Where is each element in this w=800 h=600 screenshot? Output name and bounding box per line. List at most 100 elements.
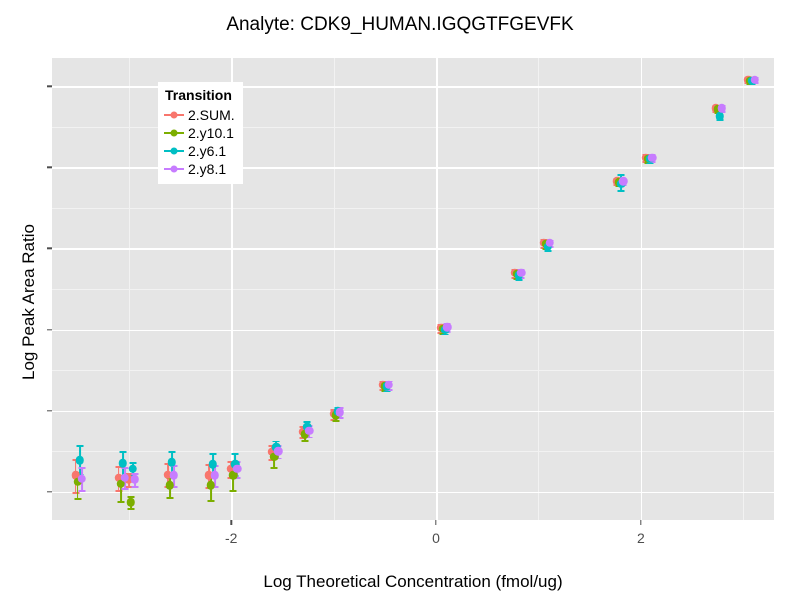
legend-item-2-y6-1: 2.y6.1: [164, 142, 235, 160]
legend-item-label: 2.SUM.: [188, 107, 235, 123]
legend: Transition 2.SUM. 2.y10.1 2.y6.1 2.y8.1: [158, 82, 243, 184]
data-point: [116, 479, 125, 488]
error-bar-cap: [515, 279, 523, 282]
error-bar-cap: [166, 497, 174, 500]
error-bar-cap: [229, 490, 237, 492]
error-bar-cap: [383, 390, 391, 393]
error-bar-cap: [301, 439, 309, 442]
data-point: [231, 459, 240, 469]
data-point: [208, 459, 218, 469]
error-bar-cap: [617, 190, 625, 192]
y-axis-tick-mark: [47, 85, 52, 88]
data-point: [206, 480, 215, 490]
data-point: [335, 407, 345, 417]
legend-item-2-sum-: 2.SUM.: [164, 106, 235, 124]
error-bar-cap: [231, 452, 239, 455]
data-point: [71, 471, 80, 480]
gridline-major-vertical: [640, 58, 643, 520]
error-bar-cap: [617, 173, 625, 176]
data-point: [229, 471, 238, 480]
y-axis-tick-mark: [47, 409, 52, 412]
gridline-minor-horizontal: [52, 370, 774, 372]
gridline-major-vertical: [231, 58, 233, 520]
data-point: [114, 473, 123, 483]
data-point: [120, 473, 129, 483]
gridline-minor-horizontal: [52, 126, 774, 128]
data-point: [130, 475, 140, 484]
error-bar-cap: [272, 440, 280, 443]
error-bar-cap: [115, 490, 123, 492]
error-bar-cap: [270, 467, 278, 470]
data-point: [165, 480, 175, 490]
error-bar-cap: [131, 472, 139, 475]
data-point: [169, 471, 179, 480]
data-point: [443, 322, 452, 332]
legend-item-label: 2.y8.1: [188, 161, 227, 177]
data-point: [715, 112, 724, 121]
error-bar-cap: [129, 462, 137, 465]
gridline-minor-horizontal: [52, 207, 774, 209]
error-bar-cap: [207, 499, 215, 502]
gridline-major-horizontal: [52, 86, 774, 88]
data-point: [128, 464, 138, 474]
error-bar-cap: [441, 333, 449, 336]
error-bar-cap: [305, 436, 313, 439]
chart-title: Analyte: CDK9_HUMAN.IGQGTFGEVFK: [226, 14, 574, 35]
error-bar-cap: [78, 467, 86, 470]
data-point: [267, 447, 277, 457]
x-axis-tick-label: 2: [636, 530, 645, 546]
gridline-minor-vertical: [333, 58, 335, 520]
gridline-major-vertical: [436, 58, 438, 520]
error-bar-cap: [121, 467, 129, 470]
error-bar-cap: [121, 488, 129, 491]
legend-key-icon: [164, 160, 184, 178]
error-bar-cap: [168, 451, 176, 453]
error-bar-cap: [332, 420, 340, 423]
data-point: [126, 497, 136, 507]
y-axis-tick-mark: [47, 166, 52, 169]
error-bar-cap: [72, 491, 80, 494]
data-point: [516, 268, 526, 278]
error-bar-cap: [76, 444, 84, 447]
x-axis-tick-mark: [435, 520, 437, 525]
gridline-major-horizontal: [52, 167, 774, 169]
y-axis-tick-mark: [47, 328, 52, 331]
error-bar-cap: [117, 501, 125, 504]
legend-items: 2.SUM. 2.y10.1 2.y6.1 2.y8.1: [164, 106, 235, 178]
legend-key-icon: [164, 106, 184, 124]
legend-item-2-y10-1: 2.y10.1: [164, 124, 235, 142]
gridline-major-horizontal: [52, 491, 774, 494]
data-point: [167, 458, 177, 467]
y-axis-tick-mark: [47, 247, 52, 250]
y-axis-title: Log Peak Area Ratio: [19, 224, 38, 380]
data-point: [75, 455, 84, 465]
gridline-major-horizontal: [52, 248, 774, 251]
error-bar-cap: [127, 496, 135, 499]
legend-item-2-y8-1: 2.y8.1: [164, 160, 235, 178]
x-axis-tick-label: 0: [432, 530, 440, 546]
x-axis-title: Log Theoretical Concentration (fmol/ug): [263, 572, 563, 591]
data-point: [77, 474, 86, 483]
data-point: [545, 238, 554, 248]
data-point: [233, 464, 242, 474]
error-bar-cap: [209, 452, 217, 455]
legend-key-icon: [164, 124, 184, 142]
error-bar-cap: [127, 507, 135, 510]
data-point: [226, 464, 236, 474]
legend-key-icon: [164, 142, 184, 160]
error-bar: [119, 475, 122, 502]
data-point: [717, 104, 727, 113]
legend-item-label: 2.y6.1: [188, 143, 227, 159]
data-point: [118, 459, 127, 468]
y-axis-tick-mark: [47, 490, 52, 493]
x-axis-tick-mark: [230, 520, 232, 525]
error-bar-cap: [303, 421, 311, 423]
gridline-minor-vertical: [538, 58, 540, 520]
data-point: [384, 380, 394, 389]
data-point: [274, 446, 283, 456]
error-bar-cap: [125, 485, 133, 488]
x-axis-tick-label: -2: [224, 530, 238, 546]
error-bar-cap: [74, 498, 82, 500]
gridline-major-horizontal: [52, 329, 774, 332]
error-bar-cap: [131, 485, 139, 488]
